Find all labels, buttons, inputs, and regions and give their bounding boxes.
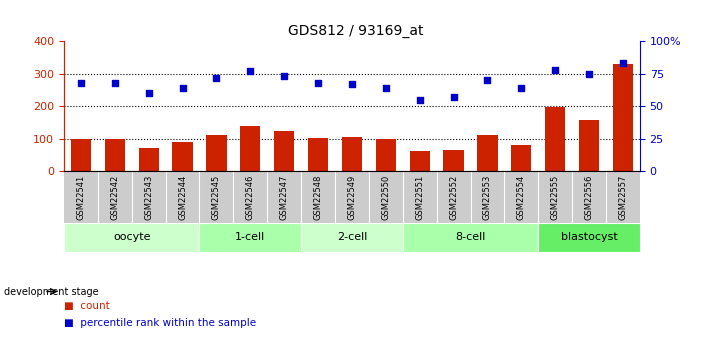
Bar xyxy=(240,126,260,171)
Point xyxy=(312,80,324,86)
Text: GSM22546: GSM22546 xyxy=(246,174,255,220)
Point xyxy=(109,80,120,86)
Point xyxy=(515,85,527,91)
Bar xyxy=(545,107,565,171)
Point xyxy=(245,68,256,74)
Text: GSM22543: GSM22543 xyxy=(144,174,153,220)
Point xyxy=(279,74,290,79)
Bar xyxy=(206,136,227,171)
Text: GSM22545: GSM22545 xyxy=(212,175,221,220)
Point xyxy=(210,75,222,80)
Text: GDS812 / 93169_at: GDS812 / 93169_at xyxy=(288,24,423,38)
Bar xyxy=(511,145,532,171)
Text: GSM22555: GSM22555 xyxy=(551,175,560,220)
Bar xyxy=(105,139,125,171)
Point xyxy=(584,71,595,77)
Point xyxy=(380,85,392,91)
Text: GSM22551: GSM22551 xyxy=(415,175,424,220)
Bar xyxy=(579,120,599,171)
Point xyxy=(414,97,425,102)
Text: GSM22552: GSM22552 xyxy=(449,175,458,220)
Bar xyxy=(477,135,498,171)
Text: GSM22550: GSM22550 xyxy=(381,175,390,220)
Text: GSM22544: GSM22544 xyxy=(178,175,187,220)
Text: development stage: development stage xyxy=(4,287,98,296)
Text: GSM22557: GSM22557 xyxy=(619,174,628,220)
Bar xyxy=(301,223,402,252)
Point xyxy=(346,81,358,87)
Bar xyxy=(375,139,396,171)
Bar xyxy=(444,150,464,171)
Text: GSM22553: GSM22553 xyxy=(483,174,492,220)
Bar xyxy=(342,137,362,171)
Text: oocyte: oocyte xyxy=(113,233,151,243)
Point xyxy=(177,85,188,91)
Text: GSM22554: GSM22554 xyxy=(517,175,526,220)
Bar xyxy=(172,142,193,171)
Bar xyxy=(402,223,538,252)
Text: GSM22547: GSM22547 xyxy=(279,174,289,220)
Bar xyxy=(613,64,633,171)
Bar xyxy=(64,223,200,252)
Text: GSM22556: GSM22556 xyxy=(584,174,594,220)
Point xyxy=(617,61,629,66)
Point xyxy=(143,90,154,96)
Bar xyxy=(200,223,301,252)
Bar xyxy=(274,131,294,171)
Text: GSM22549: GSM22549 xyxy=(348,175,356,220)
Text: 1-cell: 1-cell xyxy=(235,233,265,243)
Point xyxy=(482,78,493,83)
Text: GSM22548: GSM22548 xyxy=(314,174,323,220)
Text: 8-cell: 8-cell xyxy=(455,233,486,243)
Bar xyxy=(71,139,91,171)
Point xyxy=(75,80,87,86)
Text: GSM22542: GSM22542 xyxy=(110,175,119,220)
Text: ■  count: ■ count xyxy=(64,300,109,310)
Bar xyxy=(410,151,430,171)
Point xyxy=(550,67,561,73)
Text: GSM22541: GSM22541 xyxy=(76,175,85,220)
Text: blastocyst: blastocyst xyxy=(561,233,617,243)
Bar xyxy=(139,148,159,171)
Bar xyxy=(538,223,640,252)
Point xyxy=(448,95,459,100)
Bar xyxy=(308,138,328,171)
Text: ■  percentile rank within the sample: ■ percentile rank within the sample xyxy=(64,318,256,328)
Text: 2-cell: 2-cell xyxy=(337,233,367,243)
